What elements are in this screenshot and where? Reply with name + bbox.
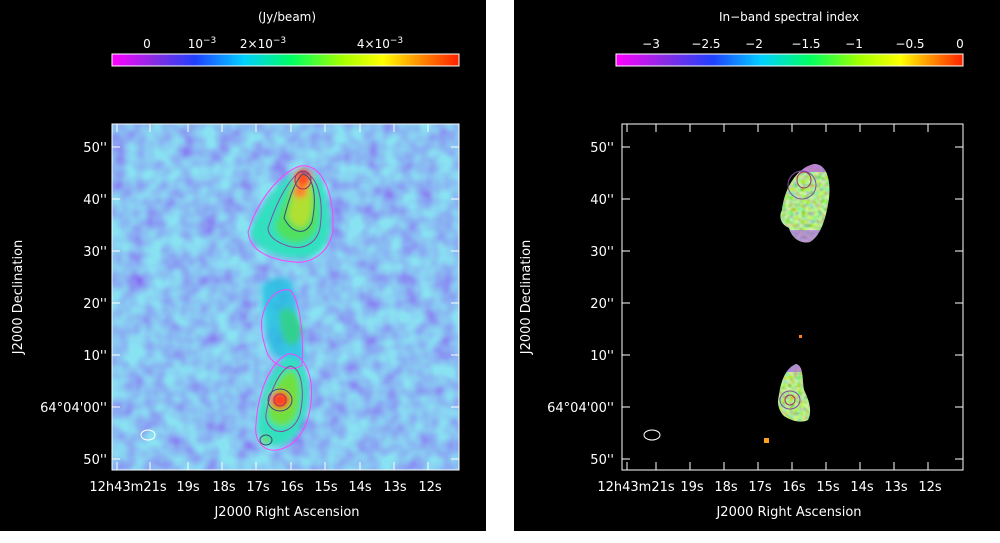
colorbar-tick-3: −1.5 [791, 37, 820, 51]
colorbar-tick-labels: −3 −2.5 −2 −1.5 −1 −0.5 0 [642, 37, 964, 51]
x-tick-label: 17s [748, 480, 772, 495]
colorbar-tick-labels: 0 10−3 2×10−3 4×10−3 [143, 36, 403, 51]
y-tick-label: 50'' [83, 141, 107, 156]
x-axis-label: J2000 Right Ascension [715, 505, 861, 520]
colorbar [615, 53, 964, 67]
x-tick-label: 12h43m21s [89, 480, 167, 495]
y-tick-label: 40'' [590, 193, 614, 208]
spectral-index-panel: In−band spectral index −3 −2.5 −2 −1.5 −… [514, 0, 1000, 531]
beam-ellipse [140, 429, 156, 441]
y-tick-label: 50'' [590, 141, 614, 156]
x-tick-label: 17s [246, 480, 270, 495]
y-tick-label: 30'' [590, 245, 614, 260]
x-tick-label: 15s [816, 480, 840, 495]
y-tick-label: 40'' [83, 193, 107, 208]
colorbar-tick-1: 10−3 [188, 36, 217, 51]
axis-ticks [112, 124, 459, 470]
beam-ellipse [643, 429, 661, 441]
x-tick-label: 13s [884, 480, 908, 495]
x-tick-labels: 12h43m21s 19s 18s 17s 16s 15s 14s 13s 12… [597, 480, 942, 495]
colorbar-title: (Jy/beam) [258, 10, 316, 24]
x-tick-label: 14s [850, 480, 874, 495]
y-tick-labels: 50'' 40'' 30'' 20'' 10'' 64°04'00'' 50'' [40, 141, 107, 468]
x-tick-label: 15s [314, 480, 338, 495]
x-axis-label: J2000 Right Ascension [213, 505, 359, 520]
colorbar-tick-5: −0.5 [895, 37, 924, 51]
x-tick-label: 14s [348, 480, 372, 495]
axis-ticks [622, 124, 963, 470]
y-tick-labels: 50'' 40'' 30'' 20'' 10'' 64°04'00'' 50'' [547, 141, 614, 468]
x-tick-label: 12h43m21s [597, 480, 675, 495]
x-tick-label: 16s [280, 480, 304, 495]
x-tick-label: 18s [212, 480, 236, 495]
y-axis-label: J2000 Declination [11, 240, 26, 356]
colorbar-tick-6: 0 [956, 37, 964, 51]
colorbar-tick-2: −2 [745, 37, 763, 51]
colorbar-tick-2: 2×10−3 [240, 36, 286, 51]
y-axis-label: J2000 Declination [519, 240, 534, 356]
x-tick-label: 12s [418, 480, 442, 495]
x-tick-label: 19s [680, 480, 704, 495]
spectral-index-image [622, 124, 963, 470]
y-tick-label: 10'' [590, 349, 614, 364]
colorbar-tick-0: −3 [642, 37, 660, 51]
y-tick-label: 20'' [83, 297, 107, 312]
colorbar [111, 53, 460, 67]
y-tick-label: 64°04'00'' [547, 401, 614, 416]
y-tick-label: 50'' [590, 453, 614, 468]
intensity-image [112, 124, 459, 470]
y-tick-label: 20'' [590, 297, 614, 312]
y-tick-label: 10'' [83, 349, 107, 364]
colorbar-tick-0: 0 [143, 37, 151, 51]
y-tick-label: 50'' [83, 453, 107, 468]
colorbar-tick-4: −1 [845, 37, 863, 51]
x-tick-label: 12s [918, 480, 942, 495]
x-tick-label: 19s [176, 480, 200, 495]
x-tick-label: 16s [782, 480, 806, 495]
colorbar-tick-3: 4×10−3 [357, 36, 403, 51]
x-tick-label: 13s [383, 480, 407, 495]
y-tick-label: 30'' [83, 245, 107, 260]
x-tick-label: 18s [714, 480, 738, 495]
plot-frame [111, 123, 460, 471]
y-tick-label: 64°04'00'' [40, 401, 107, 416]
colorbar-tick-1: −2.5 [691, 37, 720, 51]
x-tick-labels: 12h43m21s 19s 18s 17s 16s 15s 14s 13s 12… [89, 480, 442, 495]
intensity-map-panel: (Jy/beam) 0 10−3 2×10−3 4×10−3 [0, 0, 486, 531]
colorbar-title: In−band spectral index [719, 10, 859, 24]
